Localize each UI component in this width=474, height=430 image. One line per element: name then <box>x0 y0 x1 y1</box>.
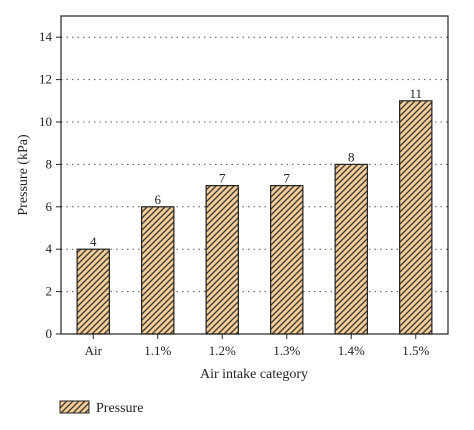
y-tick-label: 4 <box>46 241 53 256</box>
y-tick-label: 6 <box>46 199 53 214</box>
gridlines <box>61 36 448 293</box>
y-tick-label: 0 <box>46 326 53 341</box>
bar <box>270 185 304 335</box>
x-axis-ticks: Air 1.1% 1.2% 1.3% 1.4% 1.5% <box>85 334 429 358</box>
bar <box>399 100 433 335</box>
x-tick-label: 1.2% <box>209 343 236 358</box>
bar-value-label: 7 <box>284 171 291 186</box>
x-tick-label: 1.5% <box>402 343 429 358</box>
y-tick-label: 2 <box>46 284 53 299</box>
plot-frame <box>60 15 449 335</box>
y-tick-label: 14 <box>39 29 53 44</box>
bar-value-label: 6 <box>155 192 162 207</box>
bar-value-label: 7 <box>219 171 226 186</box>
bars <box>76 100 433 335</box>
bar <box>76 248 110 335</box>
data-labels: 4 6 7 7 8 11 <box>90 86 422 249</box>
legend: Pressure <box>59 400 143 416</box>
bar-value-label: 8 <box>348 149 355 164</box>
x-tick-label: 1.1% <box>144 343 171 358</box>
x-tick-label: 1.4% <box>338 343 365 358</box>
y-tick-label: 12 <box>39 72 52 87</box>
y-tick-label: 10 <box>39 114 52 129</box>
y-axis-ticks: 0 2 4 6 8 10 12 14 <box>39 29 61 341</box>
x-tick-label: Air <box>85 343 103 358</box>
legend-swatch <box>59 400 90 414</box>
legend-label: Pressure <box>96 401 143 416</box>
x-tick-label: 1.3% <box>273 343 300 358</box>
bar <box>205 185 239 335</box>
y-axis-title: Pressure (kPa) <box>16 134 31 216</box>
bar <box>334 163 368 335</box>
bar-value-label: 4 <box>90 234 97 249</box>
bar-value-label: 11 <box>409 86 422 101</box>
y-tick-label: 8 <box>46 156 53 171</box>
bar <box>141 206 175 335</box>
x-axis-title: Air intake category <box>200 367 308 382</box>
